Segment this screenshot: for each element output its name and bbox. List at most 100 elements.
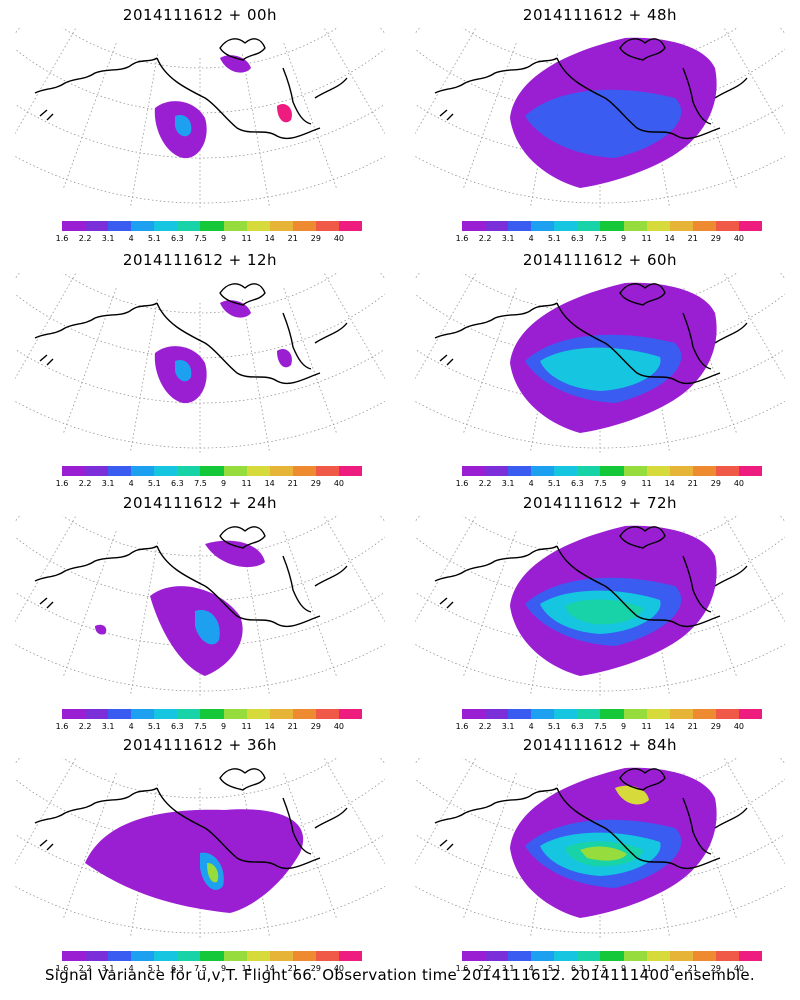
meridian-line [683,288,738,435]
colorbar-label: 40 [733,722,745,731]
coastline [714,807,748,829]
colorbar-swatch [223,951,247,961]
colorbar-swatch [338,709,363,719]
colorbar-label: 3.1 [101,479,115,488]
colorbar-label: 1.6 [455,234,469,243]
meridian-line [62,288,117,435]
meridian-line [779,516,785,523]
meridian-line [779,273,785,280]
coastline [219,768,266,791]
colorbar-swatch [508,709,532,719]
colorbar-label: 4 [528,722,534,731]
colorbar-label: 9 [220,722,227,731]
colorbar-swatch [223,221,247,231]
figure-caption: Signal Variance for u,v,T. Flight 66. Ob… [44,966,756,984]
coastline [682,67,712,125]
colorbar-swatch [62,951,86,961]
variance-field [154,300,292,404]
meridian-line [683,773,738,920]
meridian-line [415,273,421,280]
colorbar-swatch [531,221,555,231]
colorbar-label: 11 [641,964,652,973]
meridian-line [462,288,517,435]
meridian-line [415,758,421,765]
colorbar-swatch [485,951,509,961]
coastline [314,77,348,99]
colorbar-swatch [485,709,509,719]
colorbar-label: 2.2 [478,234,492,243]
coastline [219,526,266,549]
meridian-line [415,273,477,380]
colorbar-label: 7.5 [594,964,607,973]
meridian-line [779,758,785,765]
colorbar [62,221,363,231]
colorbar-swatch [200,466,224,476]
panel-48h: 2014111612 + 48h 1.6 2.2 3.1 4 5.1 6.3 7.5 9 11 1… [400,0,800,245]
colorbar-label: 1.6 [55,234,69,243]
panel-36h: 2014111612 + 36h 1.6 2.2 3.1 4 5.1 6.3 7.5 9 11 1… [0,730,400,975]
meridian-line [15,28,21,35]
colorbar-label: 3.1 [101,234,115,243]
coastline [714,77,748,99]
colorbar-label: 21 [287,479,298,488]
colorbar-label: 21 [287,964,298,973]
colorbar-label: 2.2 [78,479,92,488]
coastline [439,839,454,851]
colorbar-labels: 1.6 2.2 3.1 4 5.1 6.3 7.5 9 11 14 21 29 40 [450,479,770,489]
meridian-line [323,273,385,380]
panel-title: 2014111612 + 36h [122,736,278,754]
colorbar-label: 1.6 [55,722,69,731]
colorbar [462,951,763,961]
colorbar-label: 29 [310,234,321,243]
meridian-line [62,773,117,920]
colorbar-swatch [738,709,763,719]
colorbar-label: 4 [528,234,534,243]
colorbar-label: 3.1 [501,479,515,488]
colorbar-label: 11 [241,964,252,973]
variance-layer [580,846,627,861]
meridian-line [379,516,385,523]
colorbar-label: 21 [687,964,698,973]
colorbar-swatch [715,709,739,719]
coastline [34,545,158,582]
colorbar-label: 1.6 [455,722,469,731]
variance-field [95,540,265,676]
coastline [714,322,748,344]
colorbar-swatch [315,466,339,476]
colorbar-swatch [269,951,293,961]
meridian-line [323,758,385,865]
panel-title: 2014111612 + 60h [522,251,678,269]
meridian-line [379,273,385,280]
colorbar-swatch [62,221,86,231]
variance-layer [540,347,661,391]
meridian-line [723,273,785,380]
colorbar-swatch [200,709,224,719]
meridian-line [283,531,338,678]
meridian-line [242,299,270,452]
colorbar-swatch [108,221,132,231]
colorbar-swatch [485,466,509,476]
meridian-line [723,28,785,135]
colorbar-swatch [269,709,293,719]
coastline [34,787,158,824]
meridian-line [15,28,77,135]
meridian-line [130,299,158,452]
coastline [156,57,321,140]
colorbar-label: 40 [333,234,345,243]
colorbar-swatch [669,709,693,719]
meridian-line [415,516,477,623]
colorbar-label: 4 [128,234,134,243]
colorbar-label: 9 [620,722,627,731]
colorbar-swatch [646,221,670,231]
colorbar-label: 4 [128,722,134,731]
variance-field [510,37,717,188]
colorbar-label: 21 [287,234,298,243]
colorbar-label: 7.5 [594,479,607,488]
colorbar-label: 4 [528,964,534,973]
coastline [314,807,348,829]
coastline [619,38,666,61]
coastline [556,57,721,140]
colorbar-swatch [692,951,716,961]
colorbar-label: 1.6 [455,964,469,973]
variance-blob [150,586,243,676]
